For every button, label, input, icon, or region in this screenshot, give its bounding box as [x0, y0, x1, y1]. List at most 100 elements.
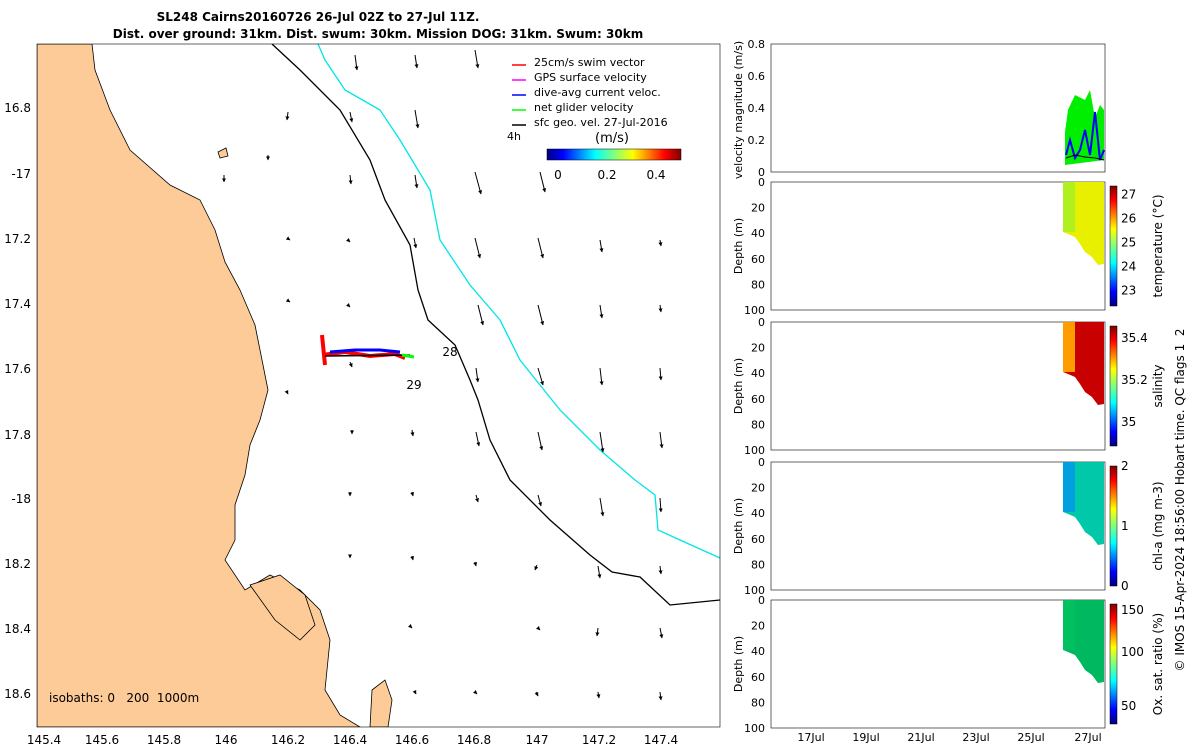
glider-track: [320, 334, 415, 366]
island-1: [249, 574, 316, 641]
reef-dot: [217, 147, 229, 159]
temperature-panel: 0 20 40 60 80 100 Depth (m) 23 24 25 26 27 temperatu…: [732, 176, 1165, 317]
chla-colorbar: [1109, 465, 1118, 587]
depth-tick: 60: [751, 253, 765, 266]
isobath-1000: [317, 44, 720, 559]
depth-tick: 0: [758, 316, 765, 329]
map-y-tick: -17: [11, 167, 31, 181]
track-label-29: 29: [406, 378, 421, 392]
temperature-data-left: [1063, 182, 1075, 232]
chla-label: chl-a (mg m-3): [1151, 481, 1165, 570]
island-2: [369, 679, 393, 727]
map-x-tick: 145.6: [85, 733, 119, 747]
depth-tick: 40: [751, 645, 765, 658]
map-x-tick: 146.4: [333, 733, 367, 747]
map-x-tick: 146.6: [395, 733, 429, 747]
velocity-ylabel: velocity magnitude (m/s): [732, 41, 745, 179]
map-y-tick: 18.2: [4, 557, 31, 571]
depth-label: Depth (m): [732, 498, 745, 554]
depth-tick: 20: [751, 620, 765, 633]
land: [37, 44, 361, 727]
oxygen-data-left: [1063, 600, 1075, 650]
oxygen-label: Ox. sat. ratio (%): [1151, 613, 1165, 715]
depth-tick: 20: [751, 202, 765, 215]
map-x-tick: 145.4: [27, 733, 61, 747]
colorbar-tick: 27: [1121, 187, 1136, 201]
depth-tick: 80: [751, 278, 765, 291]
net-glider-end: [401, 353, 415, 359]
title-line-1: SL248 Cairns20160726 26-Jul 02Z to 27-Ju…: [157, 10, 480, 24]
colorbar-tick: 50: [1121, 699, 1136, 713]
map-x-tick: 145.8: [147, 733, 181, 747]
colorbar-tick: 23: [1121, 283, 1136, 297]
net-velocity-track: [324, 354, 411, 357]
map-panel: 28 29 isobaths: 0 200 1000m 25cm/s swim …: [4, 43, 721, 747]
colorbar-tick: 150: [1121, 603, 1144, 617]
chla-data-left: [1063, 462, 1075, 512]
vel-tick: 0.4: [748, 102, 766, 115]
map-x-tick: 146: [215, 733, 238, 747]
depth-tick: 20: [751, 342, 765, 355]
temperature-colorbar: [1109, 185, 1118, 307]
map-x-tick: 147.2: [582, 733, 616, 747]
salinity-label: salinity: [1151, 364, 1165, 407]
time-tick: 23Jul: [962, 731, 989, 744]
map-y-tick: 17.6: [4, 362, 31, 376]
depth-label: Depth (m): [732, 218, 745, 274]
legend-sfc-geo-velocity: sfc geo. vel. 27-Jul-2016: [534, 116, 668, 129]
map-y-tick: -18: [11, 492, 31, 506]
map-x-tick: 147.4: [644, 733, 678, 747]
depth-tick: 80: [751, 558, 765, 571]
geo-velocity-arrows: [222, 49, 664, 701]
depth-tick: 100: [744, 304, 765, 317]
map-y-tick: 18.4: [4, 622, 31, 636]
credit-text: © IMOS 15-Apr-2024 18:56:00 Hobart time.…: [1173, 329, 1187, 672]
vel-tick: 0.2: [748, 134, 766, 147]
depth-tick: 40: [751, 367, 765, 380]
map-y-ticks: 16.8 -17 17.2 17.4 17.6 17.8 -18 18.2 18…: [4, 101, 31, 701]
velocity-black-line: [1065, 154, 1105, 161]
map-y-tick: 17.2: [4, 232, 31, 246]
depth-label: Depth (m): [732, 636, 745, 692]
depth-tick: 80: [751, 696, 765, 709]
depth-tick: 0: [758, 176, 765, 189]
vel-tick: 0.6: [748, 70, 766, 83]
colorbar-tick: 35: [1121, 415, 1136, 429]
depth-tick: 0: [758, 456, 765, 469]
colorbar-tick-0.2: 0.2: [597, 168, 616, 182]
depth-tick: 60: [751, 671, 765, 684]
velocity-panel: 0 0.2 0.4 0.6 0.8 velocity magnitude (m/…: [732, 38, 1106, 179]
oxygen-colorbar: [1109, 603, 1118, 725]
depth-tick: 20: [751, 482, 765, 495]
map-y-tick: 17.8: [4, 428, 31, 442]
time-tick: 27Jul: [1074, 731, 1101, 744]
map-x-tick: 146.2: [271, 733, 305, 747]
depth-tick: 100: [744, 584, 765, 597]
colorbar-tick-0: 0: [554, 168, 562, 182]
map-x-tick: 146.8: [457, 733, 491, 747]
map-legend: 25cm/s swim vector GPS surface velocity …: [507, 56, 682, 182]
depth-tick: 100: [744, 722, 765, 735]
legend-4h: 4h: [507, 130, 521, 143]
map-y-tick: 16.8: [4, 101, 31, 115]
temperature-label: temperature (°C): [1151, 195, 1165, 298]
colorbar-tick: 35.2: [1121, 373, 1148, 387]
title-line-2: Dist. over ground: 31km. Dist. swum: 30k…: [113, 27, 643, 41]
time-tick: 19Jul: [852, 731, 879, 744]
depth-tick: 40: [751, 507, 765, 520]
legend-gps-velocity: GPS surface velocity: [534, 71, 647, 84]
isobath-200: [271, 44, 720, 606]
velocity-green-band: [1065, 90, 1104, 165]
colorbar-tick: 24: [1121, 259, 1136, 273]
oxygen-panel: 0 20 40 60 80 100 Depth (m) 50 100 150 Ox. sat. ra…: [732, 594, 1165, 735]
map-colorbar: [546, 148, 682, 161]
colorbar-tick: 25: [1121, 235, 1136, 249]
vel-tick: 0: [758, 166, 765, 179]
track-label-28: 28: [442, 345, 457, 359]
salinity-data-left: [1063, 322, 1075, 372]
depth-tick: 0: [758, 594, 765, 607]
colorbar-tick: 1: [1121, 519, 1129, 533]
map-y-tick: 17.4: [4, 297, 31, 311]
velocity-blue-line: [1065, 111, 1105, 161]
